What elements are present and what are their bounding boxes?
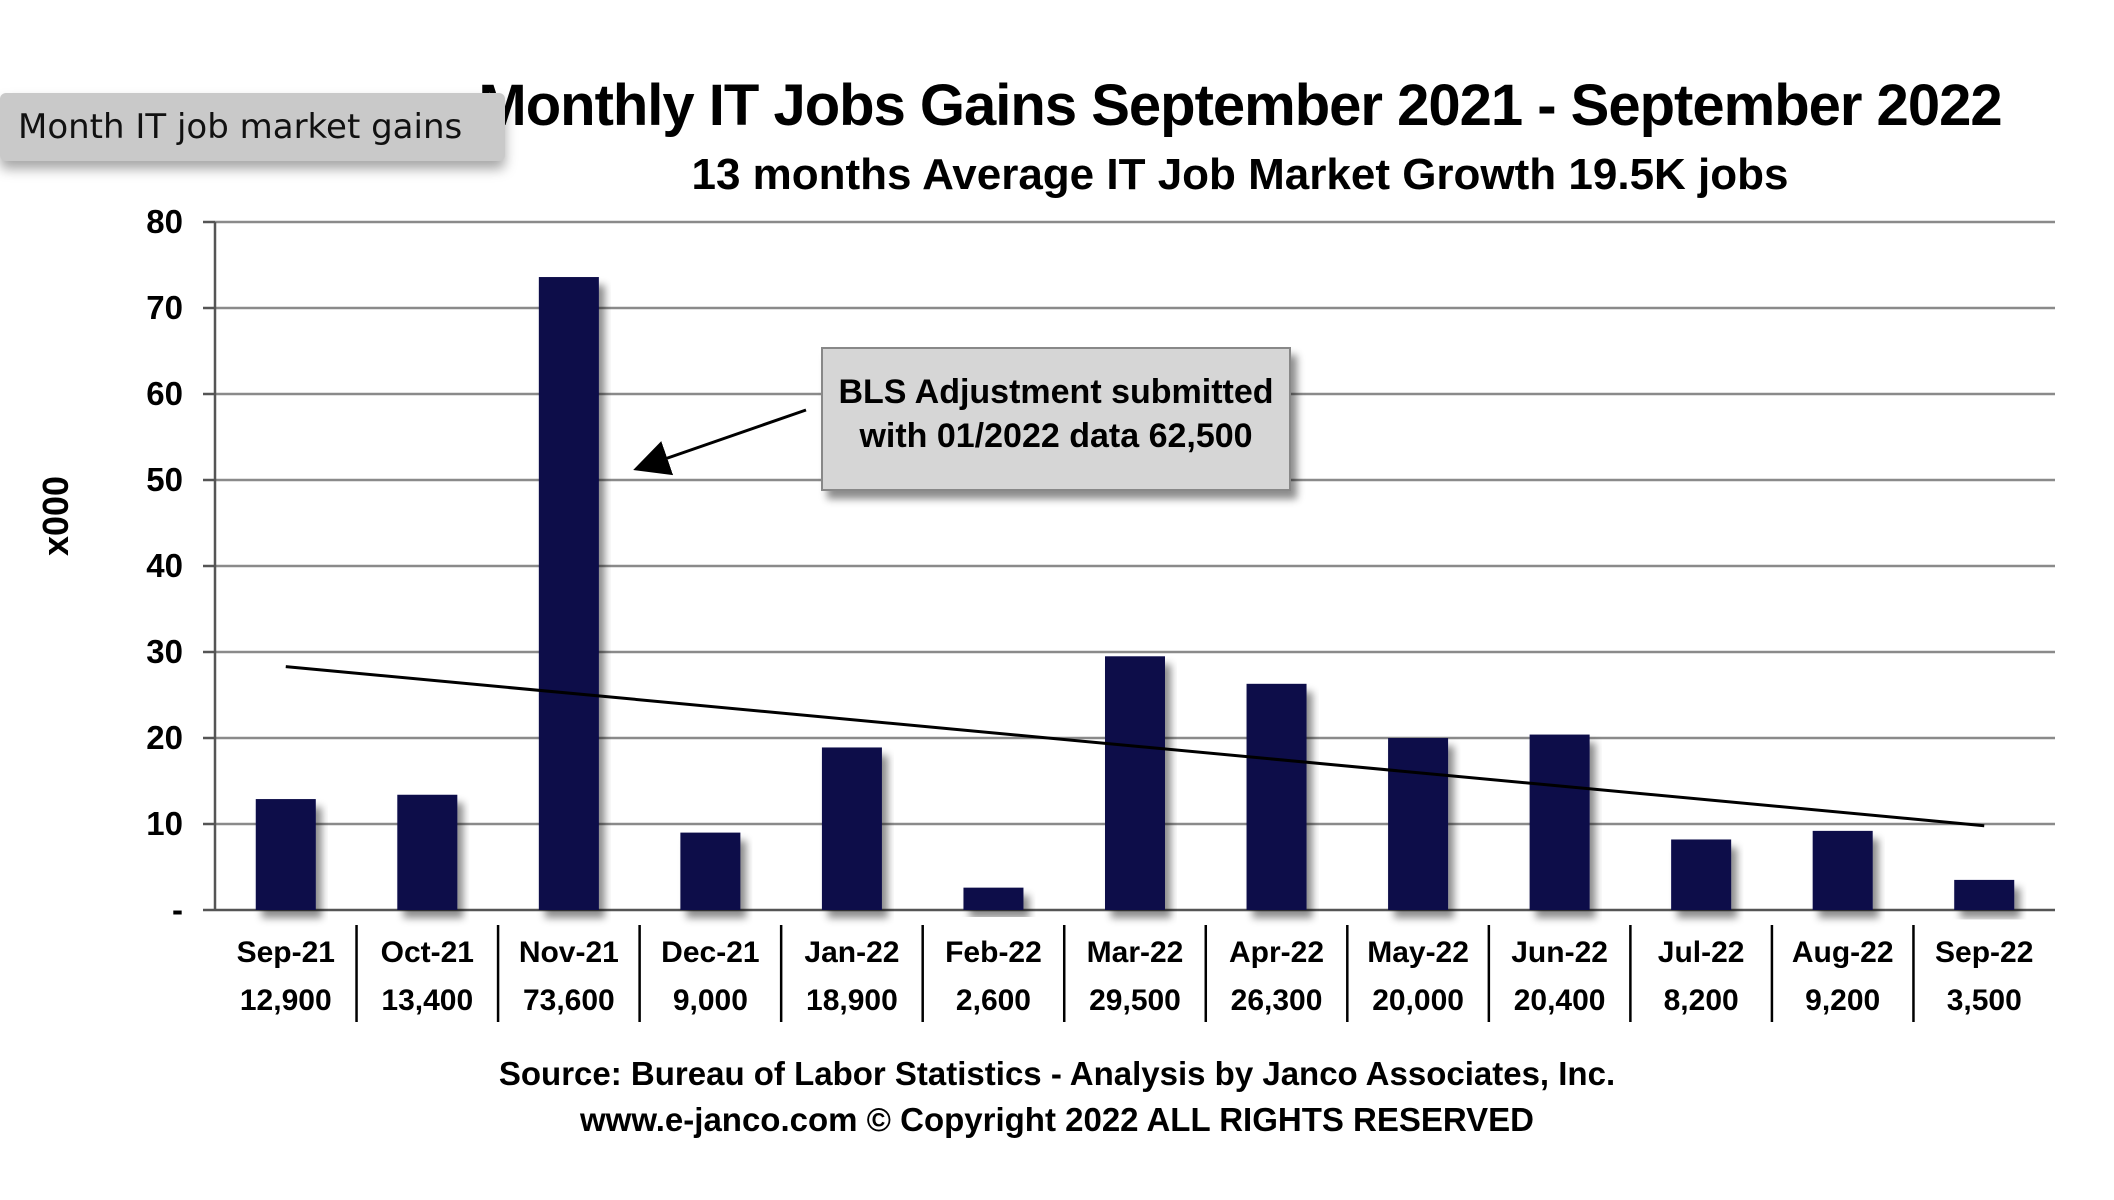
data-label: 20,000 bbox=[1372, 984, 1464, 1017]
y-tick-label: 50 bbox=[146, 461, 183, 498]
data-label: 3,500 bbox=[1947, 984, 2022, 1017]
x-tick-label: Aug-22 bbox=[1792, 936, 1894, 969]
bar bbox=[1105, 656, 1165, 910]
data-label: 29,500 bbox=[1089, 984, 1181, 1017]
x-tick-label: Nov-21 bbox=[519, 936, 619, 969]
data-label: 9,200 bbox=[1805, 984, 1880, 1017]
data-label: 13,400 bbox=[381, 984, 473, 1017]
y-tick-label: - bbox=[172, 891, 183, 928]
data-label: 12,900 bbox=[240, 984, 332, 1017]
bars bbox=[255, 277, 2015, 910]
x-tick-label: Jun-22 bbox=[1511, 936, 1608, 969]
trendline-layer bbox=[285, 665, 1985, 828]
data-label: 18,900 bbox=[806, 984, 898, 1017]
bar bbox=[1529, 734, 1590, 910]
x-tick-label: Mar-22 bbox=[1087, 936, 1184, 969]
chart-title: Monthly IT Jobs Gains September 2021 - S… bbox=[478, 73, 2002, 138]
x-tick-label: Jul-22 bbox=[1658, 936, 1745, 969]
data-label: 2,600 bbox=[956, 984, 1031, 1017]
bar bbox=[1812, 830, 1873, 910]
x-tick-label: Oct-21 bbox=[381, 936, 474, 969]
y-tick-label: 20 bbox=[146, 719, 183, 756]
data-label: 20,400 bbox=[1514, 984, 1606, 1017]
y-axis-label: x000 bbox=[35, 476, 76, 556]
trendline bbox=[285, 665, 1985, 828]
y-tick-label: 10 bbox=[146, 805, 183, 842]
bar bbox=[538, 277, 599, 910]
annotation-box bbox=[821, 347, 1291, 491]
x-tick-label: Apr-22 bbox=[1229, 936, 1324, 969]
chart-tooltip: Month IT job market gains bbox=[0, 93, 505, 161]
annotation-arrow bbox=[633, 408, 807, 476]
annotation: BLS Adjustment submitted with 01/2022 dat… bbox=[633, 347, 1291, 491]
bar bbox=[680, 832, 741, 910]
source-line-1: Source: Bureau of Labor Statistics - Ana… bbox=[498, 1055, 1616, 1092]
axis-labels: - 10 20 30 40 50 60 70 80 Sep-21 12,900 Oct-21 13,40… bbox=[35, 203, 2033, 1017]
data-label: 73,600 bbox=[523, 984, 615, 1017]
bar bbox=[255, 799, 316, 910]
data-label: 26,300 bbox=[1231, 984, 1323, 1017]
data-label: 8,200 bbox=[1664, 984, 1739, 1017]
source-line-2: www.e-janco.com © Copyright 2022 ALL RIG… bbox=[579, 1101, 1534, 1138]
y-tick-label: 70 bbox=[146, 289, 183, 326]
y-tick-label: 30 bbox=[146, 633, 183, 670]
x-tick-label: Feb-22 bbox=[945, 936, 1042, 969]
chart-subtitle: 13 months Average IT Job Market Growth 1… bbox=[691, 150, 1789, 199]
x-tick-label: Jan-22 bbox=[804, 936, 899, 969]
x-tick-label: Sep-21 bbox=[237, 936, 335, 969]
bar bbox=[1671, 839, 1732, 910]
bar bbox=[1388, 738, 1449, 910]
y-tick-label: 40 bbox=[146, 547, 183, 584]
x-tick-label: Dec-21 bbox=[661, 936, 759, 969]
bar bbox=[397, 794, 458, 910]
annotation-text: with 01/2022 data 62,500 bbox=[858, 417, 1252, 455]
annotation-text: BLS Adjustment submitted bbox=[838, 373, 1273, 411]
data-label: 9,000 bbox=[673, 984, 748, 1017]
bar bbox=[1246, 683, 1307, 910]
bar bbox=[963, 887, 1024, 910]
x-tick-label: May-22 bbox=[1367, 936, 1469, 969]
y-tick-label: 80 bbox=[146, 203, 183, 240]
x-tick-label: Sep-22 bbox=[1935, 936, 2033, 969]
bar bbox=[1954, 879, 2015, 910]
bar bbox=[821, 747, 882, 910]
y-tick-label: 60 bbox=[146, 375, 183, 412]
